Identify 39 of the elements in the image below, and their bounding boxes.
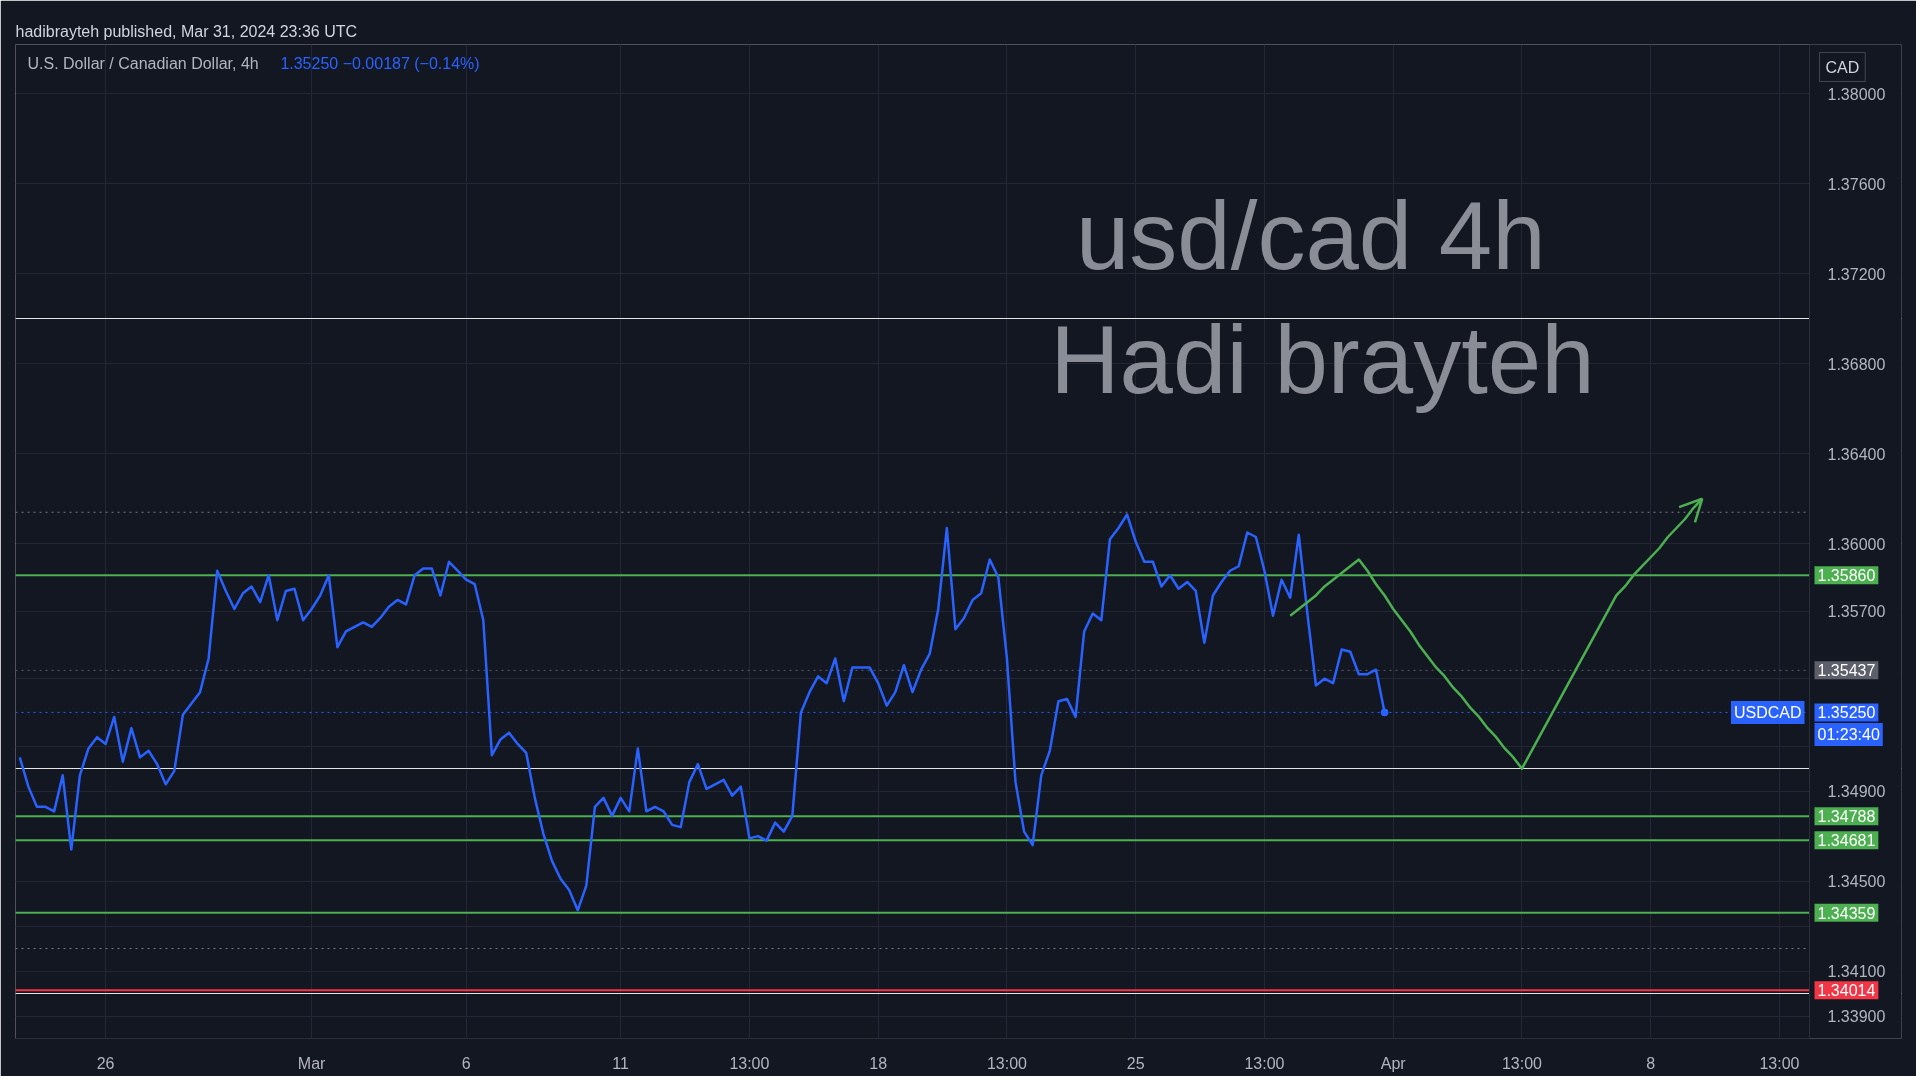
text: hadibrayteh published, Mar 31, 2024 23:36 UTC bbox=[15, 22, 358, 40]
x-tick-label: 18 bbox=[869, 1054, 888, 1072]
ref-line-label: 1.34681 bbox=[1817, 832, 1876, 850]
y-tick-label: 1.34500 bbox=[1827, 873, 1886, 891]
x-tick-label: 25 bbox=[1126, 1054, 1145, 1072]
text: 1.35250 −0.00187 (−0.14%) bbox=[280, 54, 480, 72]
y-tick-label: 1.34100 bbox=[1827, 963, 1886, 981]
text: U.S. Dollar / Canadian Dollar, 4h bbox=[27, 54, 259, 72]
x-tick-label: 13:00 bbox=[729, 1054, 770, 1072]
y-tick-label: 1.37600 bbox=[1827, 175, 1886, 193]
x-tick-label: 8 bbox=[1646, 1054, 1656, 1072]
ref-line-label: 1.34014 bbox=[1817, 982, 1876, 1000]
x-tick-label: Mar bbox=[297, 1054, 327, 1072]
annotation: Hadi brayteh bbox=[1050, 306, 1595, 414]
y-axis-title: CAD bbox=[1825, 58, 1860, 76]
y-tick-label: 1.33900 bbox=[1827, 1008, 1886, 1026]
ref-line-label: 1.34359 bbox=[1817, 904, 1876, 922]
x-tick-label: 13:00 bbox=[1244, 1054, 1285, 1072]
y-tick-label: 1.35700 bbox=[1827, 603, 1886, 621]
ref-line-label: 1.35437 bbox=[1817, 662, 1876, 680]
x-tick-label: Apr bbox=[1380, 1054, 1407, 1072]
text: USDCAD bbox=[1733, 703, 1802, 721]
y-tick-label: 1.36800 bbox=[1827, 355, 1886, 373]
y-tick-label: 1.36000 bbox=[1827, 535, 1886, 553]
x-tick-label: 26 bbox=[96, 1054, 115, 1072]
ref-line-label: 1.34788 bbox=[1817, 808, 1876, 826]
x-tick-label: 13:00 bbox=[1501, 1054, 1543, 1072]
y-tick-label: 1.38000 bbox=[1827, 85, 1886, 103]
x-tick-label: 11 bbox=[612, 1054, 630, 1072]
y-tick-label: 1.34900 bbox=[1827, 783, 1886, 801]
y-tick-label: 1.36400 bbox=[1827, 445, 1886, 463]
y-tick-label: 1.37200 bbox=[1827, 265, 1886, 283]
annotation: usd/cad 4h bbox=[1075, 181, 1546, 289]
x-tick-label: 6 bbox=[461, 1054, 471, 1072]
ref-line-label: 1.35250 bbox=[1817, 704, 1876, 722]
x-tick-label: 13:00 bbox=[986, 1054, 1028, 1072]
text: 01:23:40 bbox=[1817, 725, 1880, 743]
x-tick-label: 13:00 bbox=[1759, 1054, 1800, 1072]
ref-line-label: 1.35860 bbox=[1817, 567, 1876, 585]
